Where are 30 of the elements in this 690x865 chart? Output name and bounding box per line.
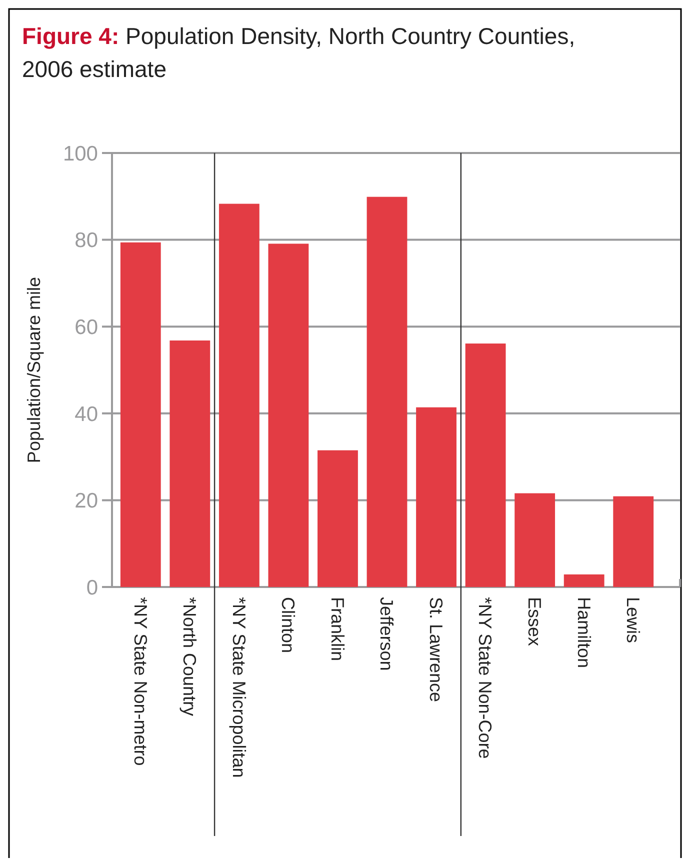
bar [465,344,506,587]
x-tick-label: *NY State Micropolitan [228,597,249,778]
x-tick-label: Jefferson [376,597,397,671]
x-tick-label: Lewis [623,597,644,644]
bar [170,340,210,587]
y-tick-label: 60 [74,316,98,339]
x-tick-label: *North Country [180,597,200,716]
x-tick-label: Clinton [278,597,298,654]
y-tick-label: 80 [74,229,98,252]
y-tick-label: 20 [74,490,98,513]
y-tick-label: 40 [74,402,98,426]
y-tick-label: 100 [62,142,98,166]
x-tick-label: *NY State Non-Core [475,597,496,759]
x-tick-label: Franklin [327,597,348,662]
y-tick-label: 0 [86,576,98,600]
x-tick-label: *NY State Non-metro [130,597,150,766]
bar [120,242,161,587]
chart-title: Figure 4: Population Density, North Country Counties, 2006 estimate [22,23,576,82]
x-tick-label: Essex [524,597,545,646]
bar [318,450,358,587]
bar [268,244,309,587]
bar [366,196,408,587]
bar [514,493,556,587]
bar [416,407,456,587]
x-tick-label: St. Lawrence [426,597,446,702]
bar [564,574,604,587]
bar [613,496,654,587]
y-axis-title: Population/Square mile [24,276,44,464]
x-tick-label: Hamilton [574,597,594,668]
bar [218,204,260,587]
